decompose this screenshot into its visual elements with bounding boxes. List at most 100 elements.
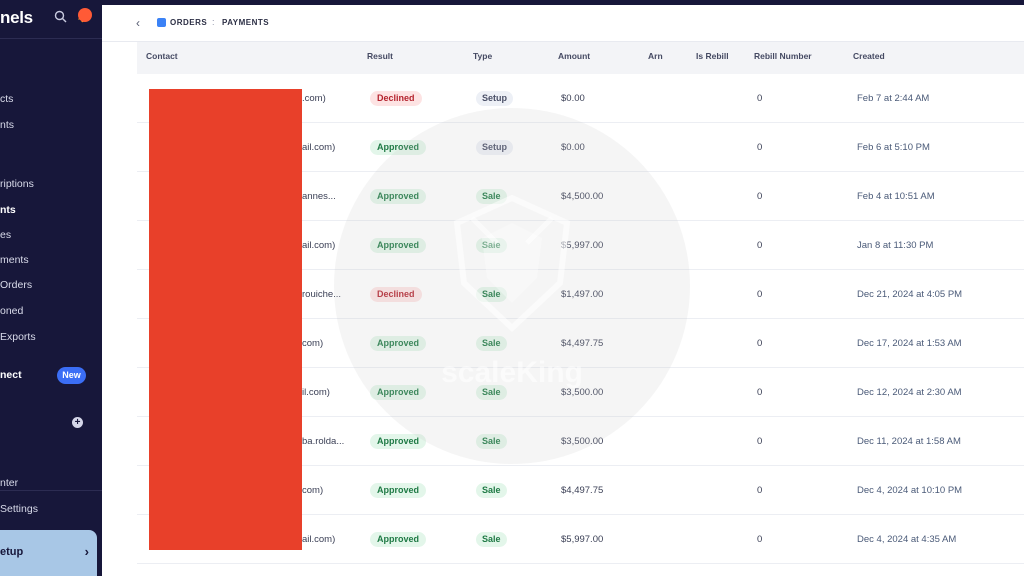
breadcrumb-orders-link[interactable]: ORDERS xyxy=(170,18,208,27)
rebill-number-cell: 0 xyxy=(757,338,763,349)
result-badge: Approved xyxy=(370,532,427,547)
amount-cell: $0.00 xyxy=(561,142,585,153)
sidebar-top-icons xyxy=(54,8,92,24)
result-badge: Approved xyxy=(370,385,427,400)
sidebar-item-settings[interactable]: Settings xyxy=(0,503,38,515)
created-cell: Feb 4 at 10:51 AM xyxy=(857,191,935,202)
sidebar-item-subscriptions[interactable]: riptions xyxy=(0,178,34,190)
type-badge: Sale xyxy=(476,287,507,302)
sidebar-item-abandoned[interactable]: oned xyxy=(0,305,24,317)
created-cell: Feb 6 at 5:10 PM xyxy=(857,142,930,153)
type-badge: Setup xyxy=(476,91,514,106)
breadcrumb: ‹ ORDERS : PAYMENTS xyxy=(102,5,1024,42)
result-badge: Approved xyxy=(370,483,427,498)
column-header-arn[interactable]: Arn xyxy=(648,51,663,61)
type-badge: Sale xyxy=(476,483,507,498)
column-header-amount[interactable]: Amount xyxy=(558,51,591,61)
table-header: Contact Result Type Amount Arn Is Rebill… xyxy=(137,42,1024,74)
contact-cell[interactable]: il.com) xyxy=(302,387,330,398)
created-cell: Dec 17, 2024 at 1:53 AM xyxy=(857,338,962,349)
chevron-right-icon: › xyxy=(84,544,89,559)
created-cell: Dec 4, 2024 at 10:10 PM xyxy=(857,485,963,496)
contact-cell[interactable]: ail.com) xyxy=(302,142,336,153)
top-strip xyxy=(102,0,1024,5)
amount-cell: $4,497.75 xyxy=(561,338,604,349)
amount-cell: $3,500.00 xyxy=(561,436,604,447)
sidebar-divider xyxy=(0,38,102,39)
column-header-type[interactable]: Type xyxy=(473,51,493,61)
rebill-number-cell: 0 xyxy=(757,142,763,153)
plus-circle-icon[interactable]: + xyxy=(72,417,83,428)
result-badge: Approved xyxy=(370,336,427,351)
created-cell: Jan 8 at 11:30 PM xyxy=(857,240,934,251)
amount-cell: $4,497.75 xyxy=(561,485,604,496)
amount-cell: $5,997.00 xyxy=(561,240,604,251)
sidebar-item-orders[interactable]: Orders xyxy=(0,279,33,291)
type-badge: Sale xyxy=(476,189,507,204)
contact-cell[interactable]: ail.com) xyxy=(302,240,336,251)
result-badge: Approved xyxy=(370,189,427,204)
sidebar-item-shipments[interactable]: ments xyxy=(0,254,29,266)
setup-button[interactable]: etup › xyxy=(0,530,97,576)
result-badge: Declined xyxy=(370,91,422,106)
sidebar-item-exports[interactable]: Exports xyxy=(0,331,36,343)
result-badge: Approved xyxy=(370,434,427,449)
breadcrumb-payments: PAYMENTS xyxy=(222,18,270,27)
rebill-number-cell: 0 xyxy=(757,485,763,496)
sidebar-item-payments[interactable]: nts xyxy=(0,204,16,216)
brand-logo-text: nels xyxy=(0,8,33,27)
sidebar-divider-bottom xyxy=(0,490,102,491)
created-cell: Dec 12, 2024 at 2:30 AM xyxy=(857,387,962,398)
column-header-contact[interactable]: Contact xyxy=(146,51,178,61)
type-badge: Setup xyxy=(476,140,514,155)
orders-icon xyxy=(157,18,166,27)
created-cell: Dec 4, 2024 at 4:35 AM xyxy=(857,534,957,545)
result-badge: Approved xyxy=(370,238,427,253)
breadcrumb-separator: : xyxy=(212,17,215,27)
contact-cell[interactable]: com) xyxy=(302,338,324,349)
sidebar-item-help-center[interactable]: nter xyxy=(0,477,19,489)
rebill-number-cell: 0 xyxy=(757,289,763,300)
amount-cell: $4,500.00 xyxy=(561,191,604,202)
column-header-is-rebill[interactable]: Is Rebill xyxy=(696,51,729,61)
rebill-number-cell: 0 xyxy=(757,240,763,251)
new-badge: New xyxy=(57,367,86,384)
sidebar-item-connect[interactable]: nect xyxy=(0,369,22,381)
rebill-number-cell: 0 xyxy=(757,387,763,398)
contact-cell[interactable]: annes... xyxy=(302,191,336,202)
column-header-result[interactable]: Result xyxy=(367,51,393,61)
created-cell: Feb 7 at 2:44 AM xyxy=(857,93,930,104)
sidebar: nels cts nts riptions nts es ments Order… xyxy=(0,0,102,576)
type-badge: Sale xyxy=(476,434,507,449)
bell-icon[interactable] xyxy=(76,8,92,24)
rebill-number-cell: 0 xyxy=(757,534,763,545)
rebill-number-cell: 0 xyxy=(757,191,763,202)
sidebar-item-events[interactable]: nts xyxy=(0,119,15,131)
type-badge: Sale xyxy=(476,385,507,400)
sidebar-item-invoices[interactable]: es xyxy=(0,229,12,241)
column-header-rebill-number[interactable]: Rebill Number xyxy=(754,51,812,61)
contact-cell[interactable]: ail.com) xyxy=(302,534,336,545)
contact-cell[interactable]: ba.rolda... xyxy=(302,436,345,447)
amount-cell: $3,500.00 xyxy=(561,387,604,398)
contact-cell[interactable]: com) xyxy=(302,485,324,496)
amount-cell: $0.00 xyxy=(561,93,585,104)
setup-label: etup xyxy=(0,546,24,558)
type-badge: Sale xyxy=(476,532,507,547)
amount-cell: $5,997.00 xyxy=(561,534,604,545)
contact-cell[interactable]: rouiche... xyxy=(302,289,342,300)
type-badge: Sale xyxy=(476,238,507,253)
amount-cell: $1,497.00 xyxy=(561,289,604,300)
redaction-block xyxy=(149,89,302,550)
type-badge: Sale xyxy=(476,336,507,351)
notification-dot xyxy=(78,8,92,22)
created-cell: Dec 21, 2024 at 4:05 PM xyxy=(857,289,963,300)
column-header-created[interactable]: Created xyxy=(853,51,885,61)
result-badge: Approved xyxy=(370,140,427,155)
sidebar-item-contacts[interactable]: cts xyxy=(0,93,14,105)
back-chevron-icon[interactable]: ‹ xyxy=(136,16,140,30)
rebill-number-cell: 0 xyxy=(757,436,763,447)
contact-cell[interactable]: .com) xyxy=(302,93,326,104)
search-icon[interactable] xyxy=(54,10,68,24)
result-badge: Declined xyxy=(370,287,422,302)
